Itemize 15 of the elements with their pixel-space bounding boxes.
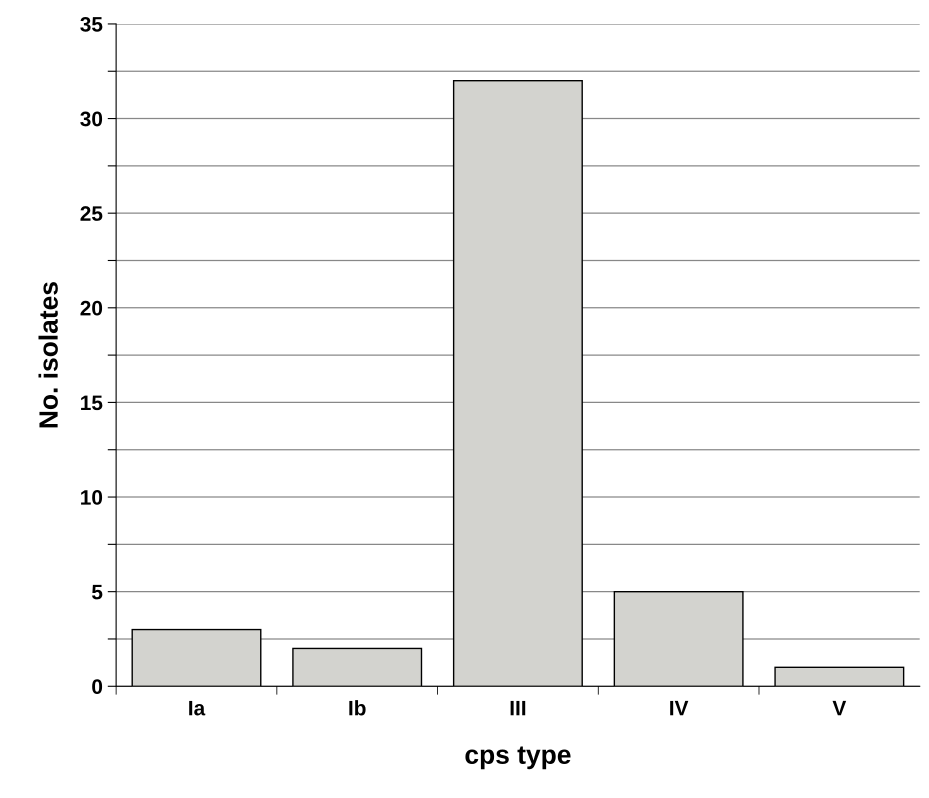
x-tick-label: IV [670, 700, 688, 716]
y-tick-label: 35 [80, 16, 102, 32]
y-tick-label: 30 [80, 112, 102, 126]
y-tick-label: 10 [81, 490, 102, 505]
y-tick-label: 5 [92, 584, 102, 600]
x-axis-title: cps type [465, 746, 571, 770]
y-tick-label: 20 [80, 300, 102, 316]
y-axis-title: No. isolates [38, 282, 58, 428]
y-tick-label: 15 [81, 396, 102, 410]
x-tick-label: V [832, 700, 846, 716]
y-tick-label: 0 [92, 679, 102, 694]
y-tick-label: 25 [80, 206, 102, 221]
x-tick-label: Ib [349, 700, 366, 716]
x-tick-label: Ia [189, 700, 206, 716]
x-tick-label: III [510, 700, 526, 716]
